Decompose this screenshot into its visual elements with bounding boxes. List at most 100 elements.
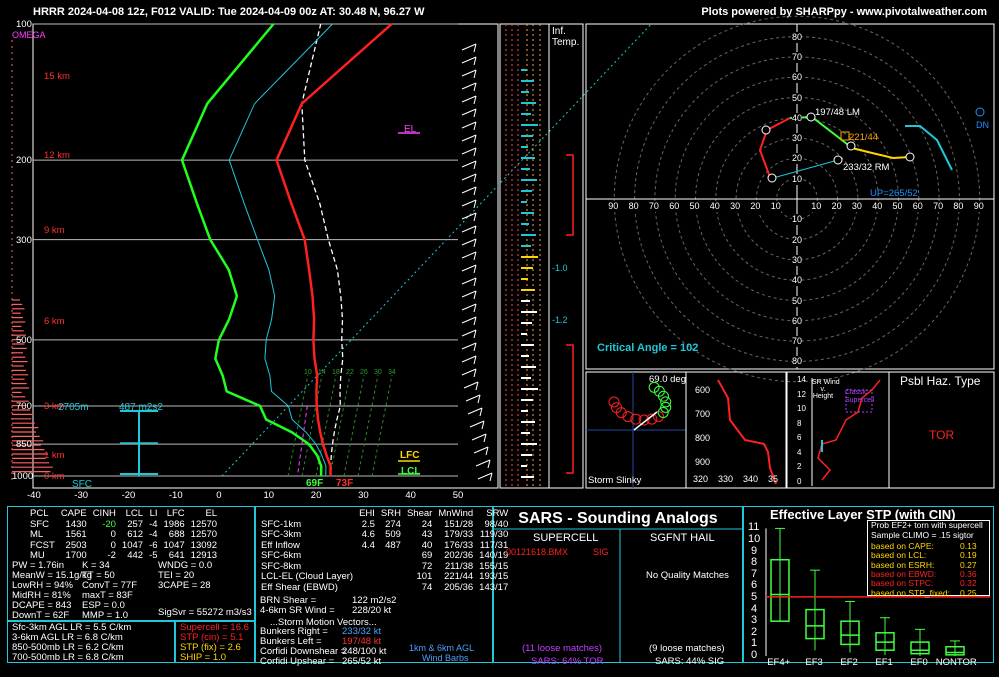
hodograph-y-tick: 30 [792, 133, 803, 145]
hodograph-x-tick: 90 [608, 201, 619, 212]
wetbulb-trace [228, 23, 333, 477]
wind-barb-flag [473, 342, 477, 352]
kinematics-cell: 274 [385, 518, 401, 530]
stp-legend-label: based on LCL: [871, 550, 927, 561]
hodograph-y-tick: 60 [792, 315, 803, 327]
srwind-y-tick: 14 [797, 375, 806, 384]
kinematics-header: MnWind [438, 508, 474, 519]
supercell-title: SUPERCELL [533, 532, 599, 544]
kinematics-cell [356, 562, 378, 573]
wind-barb [461, 368, 477, 376]
hodograph-y-tick: 80 [792, 356, 803, 368]
temperature-tick: -30 [74, 490, 89, 501]
wind-barb [461, 212, 477, 220]
hodograph-y-tick: 40 [792, 112, 803, 124]
wind-barb-flag [473, 69, 477, 79]
downshear-marker [975, 107, 985, 117]
inflow-title: Inf. [552, 26, 566, 37]
hodograph-trace-upper [905, 125, 953, 171]
lfc-label: LFC [400, 450, 420, 461]
wind-barb-flag [473, 264, 477, 274]
parcel-cell: 1700 [65, 550, 87, 561]
mixing-ratio-line [315, 374, 337, 477]
wind-barb [461, 69, 477, 77]
temperature-tick: 40 [405, 490, 416, 501]
wind-barb [461, 186, 477, 194]
sars-title: SARS - Sounding Analogs [518, 510, 718, 527]
hail-loose: (9 loose matches) [649, 643, 725, 654]
kinematics-row: Eff Inflow 4.4 487 40 176/33 117/31 [258, 539, 511, 552]
slinky-ring [660, 396, 672, 408]
theta-y-tick: 600 [695, 385, 711, 395]
theta-x-tick: 340 [743, 474, 759, 484]
composite-index: STP (cin) = 5.1 [180, 632, 244, 643]
parcel-cell: 12570 [190, 529, 218, 540]
srwind-y-tick: 10 [797, 404, 806, 413]
brn-shear-value: 122 m2/s2 [352, 595, 397, 606]
kinematics-row: Eff Shear (EBWD) 74 205/36 143/17 [258, 582, 511, 594]
srw46-value: 228/20 kt [352, 605, 392, 616]
slinky-ring [608, 396, 620, 408]
wind-barb [461, 95, 477, 103]
height-label: 0 km [44, 471, 65, 482]
wind-barb-flag [473, 95, 477, 105]
composite-index: STP (fix) = 2.6 [180, 642, 241, 653]
wind-barb-flag [473, 186, 477, 196]
wind-barb-flag [473, 303, 477, 313]
kinematics-cell: 211/38 [444, 560, 474, 572]
kinematics-cell: Eff Inflow [261, 539, 300, 551]
hodograph-marker [767, 173, 777, 183]
height-label: 9 km [44, 224, 65, 236]
wind-barb [461, 329, 477, 337]
stp-legend-value: 0.25 [960, 587, 977, 598]
wind-barb-flag [473, 108, 477, 118]
kinematics-cell [356, 551, 378, 562]
mixing-ratio-line [343, 374, 365, 477]
kinematics-cell: 151/28 [444, 518, 474, 530]
helicity-depth: 2705m [58, 402, 89, 413]
parcel-box [7, 506, 255, 621]
srw46-label: 4-6km SR Wind = [260, 605, 335, 616]
parcel-table: PCL CAPE CINH LCL LI LFC EL SFC 1430 -20 257 -4 198… [27, 508, 220, 562]
inflow-subtitle: Temp. [552, 37, 580, 48]
sfc-temp: 73F [336, 478, 354, 489]
kinematics-cell [378, 562, 404, 573]
sars-match-id: 00121618.BMX [506, 547, 569, 557]
wind-barb-flag [473, 160, 477, 170]
temperature-tick: 30 [358, 490, 369, 501]
wind-barb-flag [473, 238, 477, 248]
mixing-ratio-label: 34 [388, 369, 396, 376]
theta-e-trace [717, 379, 777, 485]
index-value: 3CAPE = 28 [158, 580, 211, 591]
theta-y-tick: 900 [695, 457, 711, 467]
downshear-label: DN [976, 120, 989, 130]
hodograph-x-tick: 40 [872, 201, 883, 212]
wind-barb [461, 290, 477, 298]
hodograph-frame [585, 23, 995, 370]
kinematics-cell: 2.5 [361, 518, 375, 530]
mixing-ratio-line [357, 374, 379, 477]
hodograph-x-tick: 20 [750, 201, 761, 212]
parcel-cell: -20 [102, 518, 116, 530]
theta-y-tick: 700 [695, 409, 711, 419]
kinematics-header: Shear [406, 508, 433, 519]
mixing-ratio-line [301, 374, 323, 477]
parcel-cell: -4 [149, 518, 158, 530]
mixing-ratio-label: 26 [360, 369, 368, 376]
kinematics-cell: 179/33 [444, 529, 474, 540]
hazard-frame [888, 371, 995, 489]
parcel-cell: 0 [110, 529, 116, 540]
stp-y-tick: 7 [751, 567, 758, 580]
hodograph-x-tick: 10 [811, 201, 822, 212]
srwind-y-tick: 12 [797, 389, 806, 399]
kinematics-cell: 43 [421, 529, 433, 540]
parcel-cell: 12570 [190, 518, 218, 530]
omega-label: OMEGA [12, 30, 46, 40]
stp-category: EF2 [840, 657, 858, 668]
theta-x-tick: 35 [768, 474, 779, 484]
wind-barbs-label: 1km & 6km AGL [409, 643, 475, 653]
index-value: LowRH = 94% [12, 580, 73, 591]
mixing-ratio-line [371, 374, 393, 477]
downdraft-trace [296, 405, 308, 477]
hodograph-y-tick: 50 [792, 92, 803, 104]
